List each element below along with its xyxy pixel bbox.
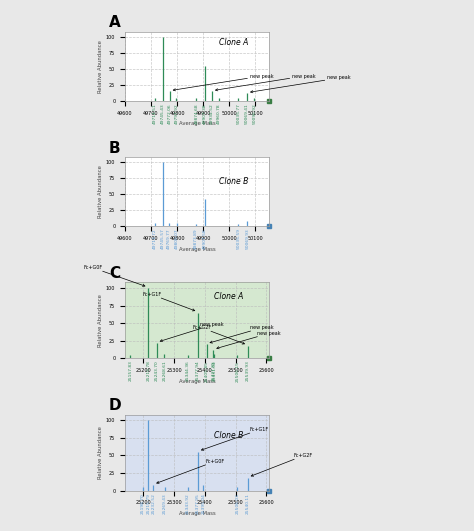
- Text: new peak: new peak: [217, 331, 281, 349]
- Text: 25540.11: 25540.11: [246, 493, 250, 513]
- Text: 25344.36: 25344.36: [186, 361, 190, 381]
- Text: 49769.77: 49769.77: [167, 228, 171, 249]
- Text: 49797.92: 49797.92: [174, 103, 179, 124]
- Text: 25377.94: 25377.94: [196, 361, 200, 381]
- Text: 25506.03: 25506.03: [236, 493, 239, 513]
- Text: Clone A: Clone A: [219, 38, 248, 47]
- Text: new peak: new peak: [160, 322, 224, 341]
- Text: 25268.61: 25268.61: [163, 361, 166, 381]
- Text: 49745.57: 49745.57: [161, 228, 165, 249]
- Text: 50069.41: 50069.41: [245, 103, 249, 124]
- Text: new peak: new peak: [173, 73, 273, 91]
- Text: 49745.43: 49745.43: [161, 103, 165, 124]
- Text: 50035.59: 50035.59: [237, 228, 240, 249]
- Y-axis label: Relative Abundance: Relative Abundance: [98, 165, 103, 218]
- Text: 49713.72: 49713.72: [153, 228, 156, 249]
- Text: Clone A: Clone A: [214, 292, 244, 301]
- Text: 25431.04: 25431.04: [212, 361, 217, 381]
- Text: 50069.93: 50069.93: [245, 228, 249, 249]
- Y-axis label: Relative Abundance: Relative Abundance: [98, 426, 103, 479]
- Text: 25243.70: 25243.70: [155, 361, 159, 381]
- Text: Clone B: Clone B: [219, 177, 248, 186]
- Text: 25269.43: 25269.43: [163, 493, 167, 513]
- Text: Fc+G0F: Fc+G0F: [157, 459, 224, 483]
- Text: 25539.93: 25539.93: [246, 361, 250, 381]
- X-axis label: Average Mass: Average Mass: [179, 379, 216, 384]
- Text: 25377.95: 25377.95: [196, 493, 200, 513]
- Text: 49907.58: 49907.58: [203, 228, 207, 249]
- Text: new peak: new peak: [216, 73, 316, 91]
- Text: Fc+G2F: Fc+G2F: [251, 453, 313, 476]
- Text: Fc+G2F: Fc+G2F: [192, 326, 245, 344]
- Text: 49772.06: 49772.06: [168, 103, 172, 124]
- Text: A: A: [109, 15, 121, 30]
- Text: Fc+G1F: Fc+G1F: [142, 292, 195, 311]
- Text: new peak: new peak: [251, 75, 351, 93]
- Text: Fc+G0F: Fc+G0F: [83, 266, 145, 286]
- Text: 25427.85: 25427.85: [211, 361, 215, 381]
- Text: 25215.79: 25215.79: [146, 493, 150, 513]
- Text: 49800.07: 49800.07: [175, 228, 179, 249]
- Y-axis label: Relative Abundance: Relative Abundance: [98, 294, 103, 347]
- Y-axis label: Relative Abundance: Relative Abundance: [98, 40, 103, 93]
- Text: D: D: [109, 398, 122, 413]
- Text: 25343.92: 25343.92: [186, 493, 190, 513]
- Text: 25198.70: 25198.70: [141, 493, 145, 513]
- Text: 50096.92: 50096.92: [252, 103, 256, 124]
- Text: 25395.04: 25395.04: [201, 493, 205, 513]
- Text: 49873.89: 49873.89: [194, 228, 198, 249]
- Text: 50035.77: 50035.77: [237, 103, 240, 124]
- Text: 25157.83: 25157.83: [128, 361, 132, 381]
- Text: C: C: [109, 266, 120, 281]
- Text: 49874.68: 49874.68: [194, 103, 199, 124]
- Text: B: B: [109, 141, 121, 156]
- Text: 25506.15: 25506.15: [236, 361, 239, 382]
- Text: 25215.78: 25215.78: [146, 361, 150, 381]
- Text: 25232.52: 25232.52: [151, 493, 155, 513]
- X-axis label: Average Mass: Average Mass: [179, 511, 216, 516]
- X-axis label: Average Mass: Average Mass: [179, 246, 216, 252]
- Text: new peak: new peak: [210, 326, 274, 343]
- Text: Clone B: Clone B: [214, 431, 244, 440]
- X-axis label: Average Mass: Average Mass: [179, 121, 216, 126]
- Text: 49934.52: 49934.52: [210, 103, 214, 124]
- Text: 49960.78: 49960.78: [217, 103, 221, 124]
- Text: 49714.51: 49714.51: [153, 103, 157, 124]
- Text: 25405.85: 25405.85: [205, 361, 209, 382]
- Text: 49907.38: 49907.38: [203, 103, 207, 124]
- Text: Fc+G1F: Fc+G1F: [201, 427, 269, 450]
